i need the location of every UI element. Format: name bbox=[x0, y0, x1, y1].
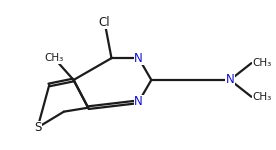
Text: N: N bbox=[134, 52, 143, 65]
Text: CH₃: CH₃ bbox=[253, 92, 272, 102]
Text: N: N bbox=[226, 74, 234, 86]
Text: S: S bbox=[34, 121, 41, 134]
Text: Cl: Cl bbox=[99, 16, 110, 29]
Text: CH₃: CH₃ bbox=[253, 58, 272, 68]
Text: N: N bbox=[134, 95, 143, 108]
Text: CH₃: CH₃ bbox=[44, 53, 64, 63]
